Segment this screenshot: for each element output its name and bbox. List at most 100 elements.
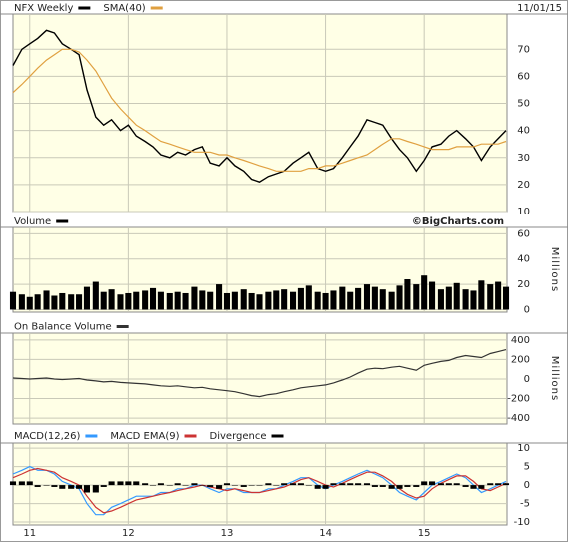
- bar: [363, 483, 371, 486]
- bar: [216, 284, 223, 310]
- y-tick-label: 10: [517, 443, 530, 454]
- bar: [166, 292, 173, 310]
- bar: [421, 481, 428, 486]
- bar: [51, 295, 58, 310]
- bar: [478, 485, 485, 489]
- bar: [289, 291, 297, 310]
- y-tick-label: 400: [511, 335, 530, 346]
- legend-label: NFX Weekly: [14, 3, 73, 14]
- bar: [149, 485, 157, 486]
- y-tick-label: -5: [520, 499, 530, 510]
- bar: [445, 483, 452, 486]
- bar: [413, 284, 420, 310]
- bar: [404, 485, 411, 487]
- bar: [248, 292, 255, 310]
- bar: [59, 292, 66, 310]
- bar: [191, 483, 198, 486]
- y-tick-label: -400: [507, 413, 530, 424]
- bar: [445, 286, 452, 310]
- bar: [125, 292, 132, 310]
- bar: [9, 291, 17, 310]
- bar: [248, 485, 255, 486]
- bar: [142, 483, 149, 486]
- bar: [347, 291, 354, 310]
- bar: [174, 291, 181, 310]
- bar: [149, 287, 157, 310]
- header-row: [1, 428, 567, 443]
- bar: [462, 289, 469, 310]
- bar: [297, 287, 304, 310]
- bar: [437, 289, 444, 310]
- bar: [379, 485, 386, 487]
- y-tick-label: 40: [517, 254, 530, 265]
- bar: [265, 291, 272, 310]
- bar: [470, 290, 477, 310]
- bar: [281, 289, 288, 310]
- header-row: [1, 319, 567, 333]
- bar: [26, 296, 33, 310]
- bar: [26, 481, 33, 486]
- y-tick-label: 0: [524, 480, 530, 491]
- bar: [404, 279, 411, 310]
- bar: [133, 481, 140, 486]
- bar: [453, 483, 460, 486]
- bar: [396, 285, 403, 310]
- line: [12, 467, 507, 514]
- bar: [157, 483, 164, 486]
- bar: [100, 291, 107, 310]
- bar: [51, 485, 58, 487]
- x-tick-label: 11: [23, 528, 36, 539]
- bar: [100, 485, 107, 487]
- y-tick-label: 60: [517, 71, 530, 82]
- bar: [429, 281, 436, 310]
- bar: [166, 485, 173, 486]
- legend-label: On Balance Volume: [14, 322, 112, 333]
- bar: [330, 290, 337, 310]
- bar: [371, 485, 378, 487]
- bar: [223, 483, 231, 486]
- y-tick-label: 40: [517, 126, 530, 137]
- line: [12, 48, 507, 172]
- bar: [133, 291, 140, 310]
- bar: [199, 290, 206, 310]
- bar: [68, 485, 75, 489]
- bar: [379, 289, 386, 310]
- bar: [18, 294, 25, 310]
- bar: [76, 485, 83, 489]
- bar: [125, 481, 132, 486]
- bar: [495, 281, 502, 310]
- y-tick-label: 20: [517, 180, 530, 191]
- legend-label: Divergence: [210, 431, 267, 442]
- y-tick-label: 70: [517, 44, 530, 55]
- bar: [182, 292, 189, 310]
- bar: [273, 485, 280, 486]
- legend-label: Volume: [14, 216, 51, 227]
- bar: [363, 284, 371, 310]
- bar: [487, 483, 494, 486]
- bar: [9, 481, 17, 486]
- bar: [273, 290, 280, 310]
- y-tick-label: 0: [524, 374, 530, 385]
- y-tick-label: -200: [507, 394, 530, 405]
- bar: [339, 286, 346, 310]
- y-tick-label: 200: [511, 354, 530, 365]
- bar: [314, 485, 321, 489]
- bar: [231, 291, 238, 310]
- bar: [462, 485, 469, 487]
- credit: ©BigCharts.com: [412, 216, 504, 227]
- legend-label: SMA(40): [103, 3, 145, 14]
- y-axis-label: Millions: [549, 247, 560, 292]
- bar: [142, 290, 149, 310]
- bar: [314, 291, 321, 310]
- bar: [437, 483, 444, 486]
- bar: [429, 481, 436, 486]
- bar: [330, 483, 337, 486]
- bar: [43, 290, 50, 310]
- bar: [223, 292, 231, 310]
- bar: [68, 294, 75, 310]
- bar: [83, 286, 90, 310]
- header-row: [1, 1, 567, 14]
- line: [12, 29, 507, 183]
- bar: [289, 483, 297, 486]
